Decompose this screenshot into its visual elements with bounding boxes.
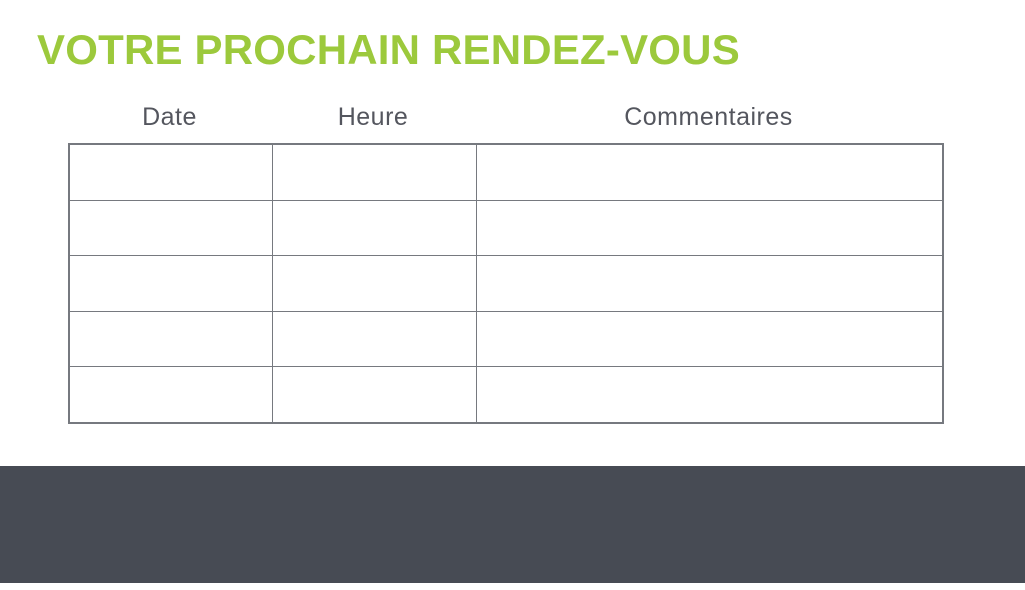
table-row [68,310,944,367]
table-cell [475,199,944,256]
table-cell [475,310,944,367]
table-cell [475,143,944,201]
column-header-heure: Heure [337,103,409,131]
page-title: VOTRE PROCHAIN RENDEZ-VOUS [37,26,740,73]
table-cell [68,199,273,256]
footer-band [0,466,1025,583]
table-column-headers: Date Heure Commentaires [68,102,942,132]
table-cell [475,255,944,312]
table-cell [68,255,273,312]
table-cell [271,255,477,312]
table-cell [271,199,477,256]
table-cell [271,366,477,423]
table-cell [271,143,477,201]
table-cell [68,310,273,367]
table-cell [68,366,273,423]
table-row [68,255,944,312]
table-row [68,199,944,256]
table-cell [68,143,273,201]
column-header-commentaires: Commentaires [624,103,793,131]
table-cell [475,366,944,423]
table-row [68,366,944,423]
column-header-date: Date [142,103,197,131]
table-cell [271,310,477,367]
table-row [68,143,944,201]
appointments-table [68,143,944,424]
